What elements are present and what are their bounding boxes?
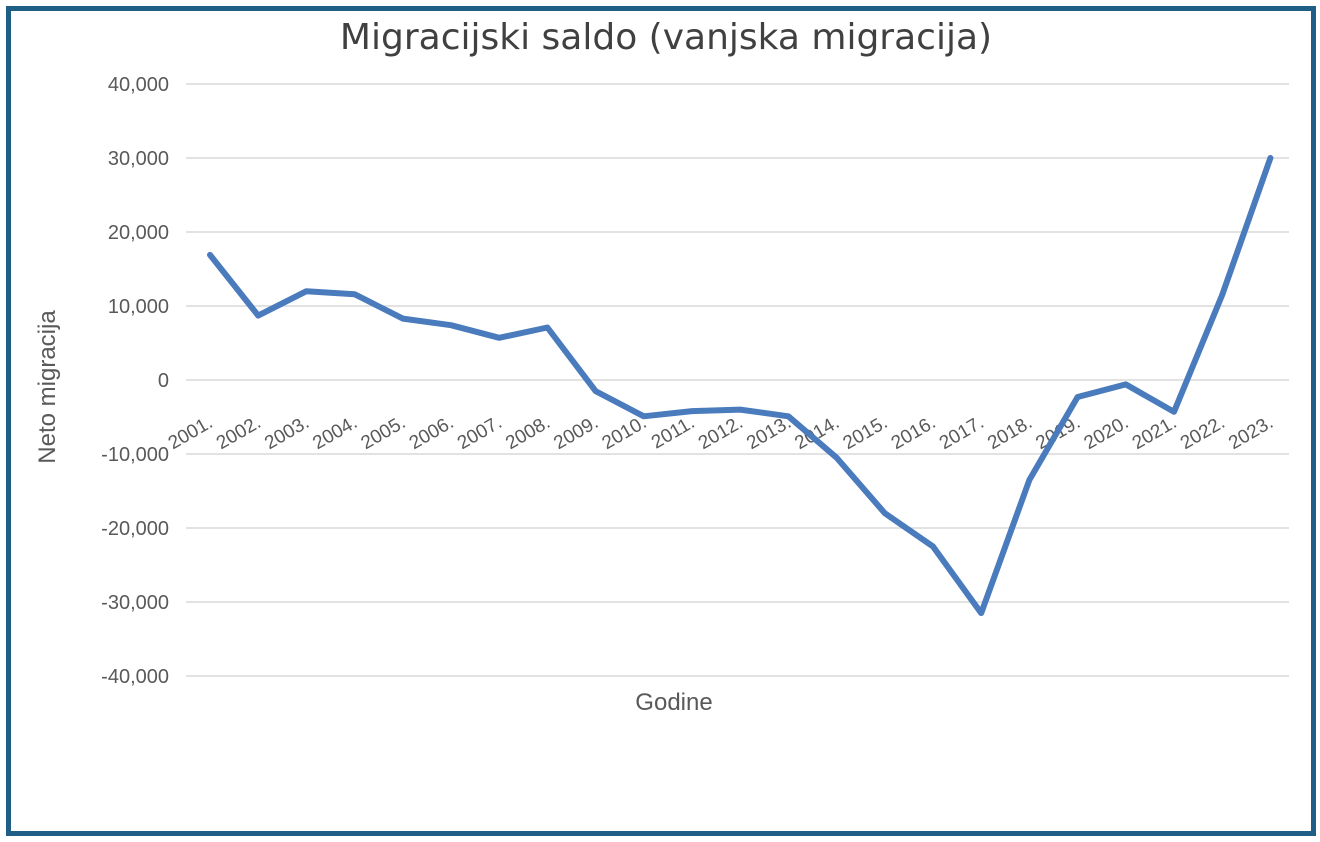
data-point: [1171, 409, 1177, 415]
y-axis-label: Neto migracija: [34, 310, 61, 464]
x-tick-label: 2005.: [358, 412, 410, 454]
data-point: [352, 291, 358, 297]
data-point: [448, 322, 454, 328]
series-layer: [207, 155, 1274, 617]
x-tick-label: 2001.: [165, 412, 217, 454]
data-point: [544, 324, 550, 330]
x-tick-label: 2007.: [454, 412, 506, 454]
x-tick-label: 2018.: [984, 412, 1036, 454]
y-tick-label: 20,000: [108, 222, 169, 244]
y-tick-labels: 40,000 30,000 20,000 10,000 0 -10,000 -20,000 -…: [101, 74, 169, 688]
y-tick-label: 0: [158, 370, 169, 392]
data-point: [1219, 292, 1225, 298]
x-tick-label: 2012.: [695, 412, 747, 454]
y-tick-label: -30,000: [101, 592, 169, 614]
gridlines: [186, 83, 1289, 677]
data-point: [1267, 155, 1273, 161]
data-point: [882, 510, 888, 516]
data-point: [1123, 381, 1129, 387]
x-tick-label: 2003.: [261, 412, 313, 454]
data-point: [930, 544, 936, 549]
y-tick-label: 10,000: [108, 296, 169, 318]
data-point: [785, 413, 791, 419]
x-tick-label: 2006.: [406, 412, 458, 454]
x-tick-label: 2016.: [888, 412, 940, 454]
y-tick-label: 30,000: [108, 148, 169, 170]
x-tick-label: 2023.: [1225, 412, 1277, 454]
chart-title: Migracijski saldo (vanjska migracija): [340, 17, 992, 58]
data-point: [593, 388, 599, 394]
chart-frame: Migracijski saldo (vanjska migracija) 40…: [6, 6, 1316, 836]
data-point: [207, 252, 213, 258]
data-point: [1026, 477, 1032, 483]
data-point: [303, 288, 309, 294]
line-chart: Migracijski saldo (vanjska migracija) 40…: [34, 17, 1289, 716]
y-tick-label: -20,000: [101, 518, 169, 540]
data-point: [834, 455, 840, 461]
y-tick-label: -40,000: [101, 666, 169, 688]
data-point: [641, 413, 647, 419]
x-tick-label: 2020.: [1081, 412, 1133, 454]
data-point: [496, 335, 502, 341]
data-point: [737, 407, 743, 413]
x-tick-labels: 2001.2002.2003.2004.2005.2006.2007.2008.…: [165, 412, 1277, 454]
x-tick-label: 2009.: [550, 412, 602, 454]
x-tick-label: 2002.: [213, 412, 265, 454]
x-tick-label: 2017.: [936, 412, 988, 454]
x-tick-label: 2004.: [309, 412, 361, 454]
data-point: [255, 313, 261, 319]
data-point: [400, 316, 406, 322]
x-axis-label: Godine: [635, 689, 712, 716]
y-tick-label: -10,000: [101, 444, 169, 466]
x-tick-label: 2015.: [840, 412, 892, 454]
x-tick-label: 2008.: [502, 412, 554, 454]
data-point: [689, 408, 695, 414]
data-point: [1075, 394, 1081, 400]
x-tick-label: 2022.: [1177, 412, 1229, 454]
x-tick-label: 2021.: [1129, 412, 1181, 454]
y-tick-label: 40,000: [108, 74, 169, 96]
series-line: [207, 155, 1274, 617]
x-tick-label: 2011.: [648, 412, 698, 453]
x-tick-label: 2014.: [791, 412, 843, 454]
data-point: [978, 610, 984, 616]
